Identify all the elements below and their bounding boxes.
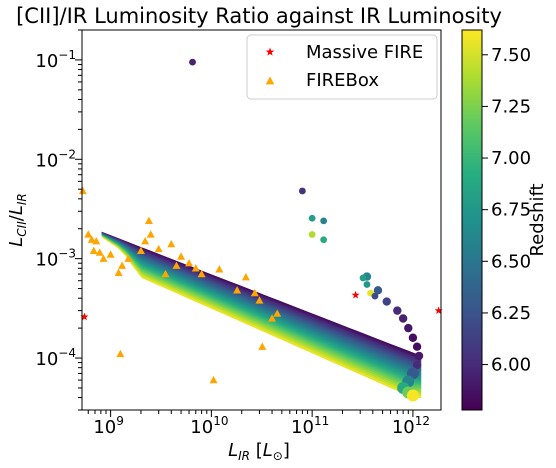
trajectory-point	[406, 389, 419, 402]
firebox-marker	[215, 265, 224, 273]
firebox-marker	[87, 235, 96, 243]
legend-triangle-icon	[265, 76, 275, 85]
firebox-marker	[99, 254, 108, 262]
trajectory-point	[412, 342, 422, 351]
colorbar-label: Redshift	[527, 183, 548, 256]
scatter-point	[308, 214, 316, 222]
scatter-point	[371, 292, 379, 300]
firebox-marker	[233, 286, 242, 294]
firebox-marker	[141, 236, 150, 245]
firebox-marker	[241, 273, 250, 281]
massive-fire-marker	[80, 312, 89, 321]
firebox-marker	[209, 375, 218, 384]
band-stripe	[101, 236, 422, 398]
trajectory-point	[408, 333, 418, 342]
firebox-marker	[273, 309, 282, 317]
axis-ticks: 109 1010 1011 1012 10−4 10−3 10−2 10−1	[35, 29, 430, 438]
firebox-marker	[161, 269, 170, 278]
tick-label: 10−4	[35, 346, 76, 370]
scatter-points	[189, 58, 379, 300]
firebox-marker	[89, 246, 98, 254]
trajectory-point	[412, 360, 422, 370]
colorbar-tick-label: 7.50	[491, 45, 531, 66]
x-axis-label: LIR [L⊙]	[228, 440, 290, 463]
massive-fire-marker	[351, 290, 360, 299]
scatter-point	[298, 187, 306, 195]
trajectory-point	[393, 306, 402, 315]
colorbar-tick-label: 7.25	[491, 96, 531, 117]
legend: Massive FIRE FIREBox	[246, 34, 438, 100]
chart-title: [CII]/IR Luminosity Ratio against IR Lum…	[16, 4, 502, 28]
colorbar: 6.00 6.25 6.50 6.75 7.00 7.25 7.50 Redshift	[461, 29, 548, 411]
firebox-marker	[116, 349, 125, 358]
tick-label: 10−3	[35, 247, 76, 271]
firebox-marker	[154, 244, 163, 253]
trajectory-points	[362, 272, 424, 402]
tick-label: 109	[93, 414, 124, 438]
trajectory-point	[398, 314, 408, 323]
series-points	[78, 186, 443, 384]
firebox-marker	[106, 250, 115, 258]
firebox-marker	[191, 264, 200, 272]
firebox-marker	[185, 259, 194, 267]
colorbar-tick-label: 6.75	[491, 200, 531, 221]
tick-label: 10−2	[35, 147, 76, 171]
firebox-marker	[136, 246, 145, 254]
colorbar-gradient	[461, 29, 483, 411]
massive-fire-marker	[434, 306, 443, 315]
firebox-marker	[197, 269, 206, 278]
scatter-point	[320, 217, 328, 225]
trajectory-point	[404, 323, 413, 333]
tick-label: 10−1	[35, 48, 76, 72]
legend-label: Massive FIRE	[306, 42, 423, 63]
firebox-marker	[167, 239, 176, 248]
colorbar-tick-label: 7.00	[491, 148, 531, 169]
y-axis-label: LCII/LIR	[6, 193, 29, 247]
data-band	[101, 231, 422, 398]
trajectory-point	[382, 297, 391, 306]
firebox-marker	[250, 288, 259, 297]
firebox-marker	[177, 252, 186, 260]
tick-label: 1012	[392, 414, 430, 438]
firebox-marker	[84, 230, 93, 238]
tick-label: 1010	[190, 414, 228, 438]
trajectory-point	[373, 286, 383, 295]
firebox-marker	[172, 261, 181, 269]
firebox-marker	[78, 186, 87, 195]
plot-area	[81, 29, 442, 411]
firebox-marker	[258, 342, 267, 350]
scatter-point	[308, 231, 316, 238]
firebox-marker	[92, 236, 101, 245]
scatter-point	[359, 274, 367, 282]
scatter-point	[189, 58, 196, 66]
legend-star-icon	[265, 47, 275, 56]
legend-label: FIREBox	[306, 70, 379, 91]
trajectory-point	[414, 351, 424, 361]
scatter-point	[320, 236, 328, 244]
tick-label: 1011	[291, 414, 329, 438]
firebox-marker	[124, 254, 133, 262]
firebox-marker	[118, 261, 127, 269]
firebox-marker	[255, 296, 264, 304]
colorbar-tick-label: 6.00	[491, 355, 531, 376]
firebox-marker	[144, 216, 153, 225]
legend-box	[246, 34, 438, 100]
firebox-marker	[268, 314, 277, 322]
firebox-marker	[114, 268, 123, 276]
colorbar-tick-label: 6.25	[491, 303, 531, 324]
scatter-point	[363, 281, 371, 288]
colorbar-tick-label: 6.50	[491, 251, 531, 272]
firebox-marker	[95, 248, 104, 256]
firebox-marker	[146, 230, 155, 238]
